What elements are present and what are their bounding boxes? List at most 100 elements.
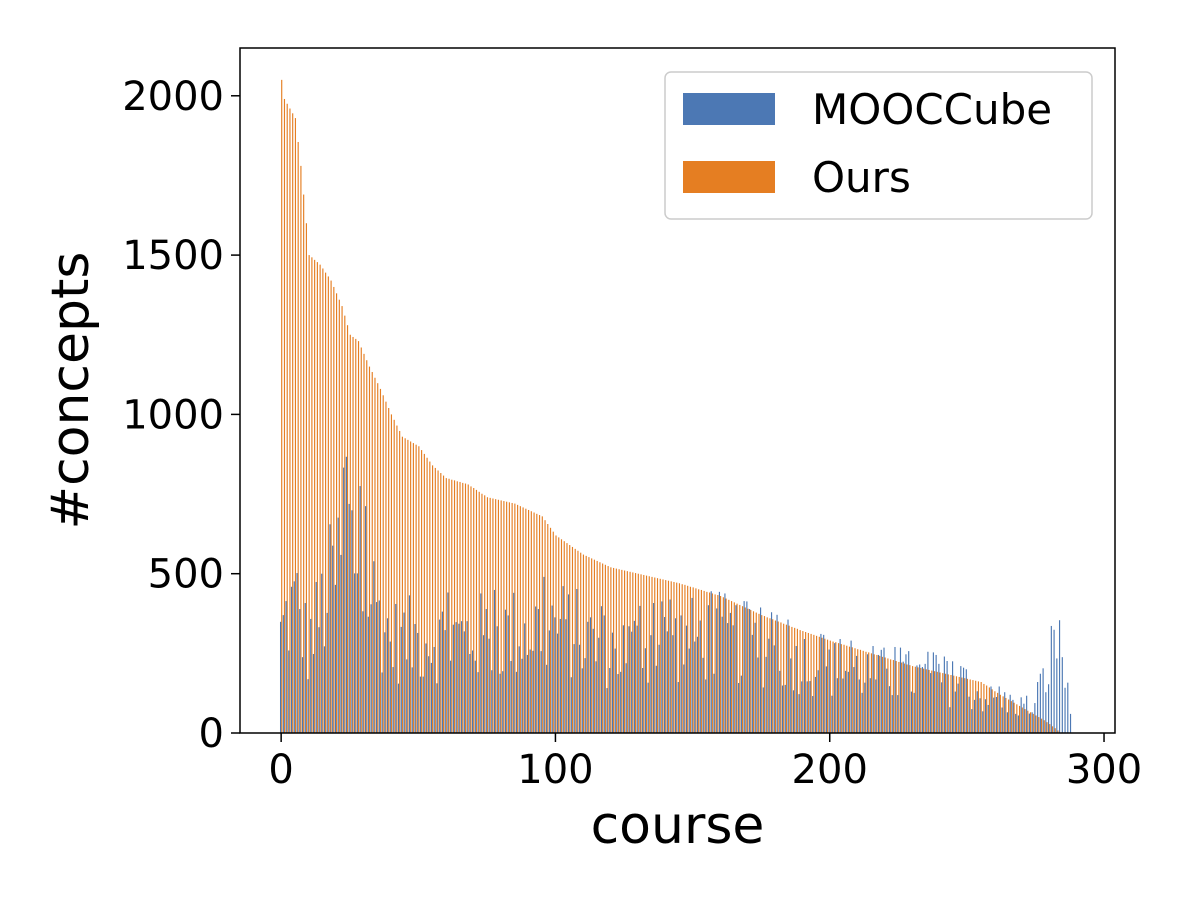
mooccube-bar [537, 609, 539, 733]
ours-bar [404, 438, 406, 733]
ours-bar [390, 414, 393, 733]
ours-bar [547, 524, 549, 733]
mooccube-bar [910, 691, 913, 733]
ours-bar [709, 592, 711, 733]
mooccube-bar [507, 615, 509, 733]
mooccube-bar [987, 704, 989, 733]
ours-bar [977, 681, 979, 733]
ours-bar [536, 513, 538, 733]
mooccube-bar [400, 626, 402, 733]
mooccube-bar [644, 648, 646, 733]
ours-bar [651, 576, 653, 733]
ours-bar [879, 655, 881, 733]
ours-bar [352, 336, 354, 733]
ours-bar [654, 577, 656, 733]
mooccube-bar [414, 624, 416, 733]
mooccube-bar [935, 654, 937, 733]
mooccube-bar [1058, 620, 1061, 733]
ours-bar [843, 644, 845, 733]
mooccube-bar [557, 633, 559, 733]
ours-bar [837, 643, 840, 733]
mooccube-bar [524, 623, 526, 733]
ours-bar [777, 621, 779, 733]
mooccube-bar [773, 645, 775, 733]
ours-bar [824, 638, 826, 733]
ours-bar [873, 654, 875, 733]
ours-bar [338, 299, 340, 733]
ours-bar [840, 644, 842, 733]
ours-bar [514, 503, 516, 733]
ours-bar [349, 334, 351, 733]
ours-bar [577, 550, 579, 733]
ours-bar [503, 501, 505, 733]
mooccube-bar [482, 635, 485, 733]
ours-bar [684, 584, 686, 733]
mooccube-bar [954, 691, 956, 733]
mooccube-bar [776, 614, 778, 733]
mooccube-bar [318, 627, 320, 733]
ours-bar [555, 535, 557, 733]
mooccube-bar [932, 652, 934, 733]
ours-bar [769, 618, 771, 733]
mooccube-bar [312, 653, 315, 733]
mooccube-bar [614, 648, 616, 733]
mooccube-bar [326, 612, 328, 733]
ours-bar [1019, 705, 1021, 733]
ours-bar [341, 306, 343, 733]
ours-bar [325, 272, 327, 733]
ours-bar [374, 377, 376, 733]
mooccube-bar [315, 581, 317, 733]
ours-bar [791, 626, 793, 733]
ours-bar [289, 108, 291, 733]
mooccube-bar [603, 615, 605, 733]
mooccube-bar [551, 605, 553, 733]
ours-bar [495, 499, 497, 733]
mooccube-bar [493, 589, 496, 733]
ours-bar [311, 257, 313, 733]
mooccube-bar [433, 646, 435, 733]
ours-bar [1008, 699, 1010, 733]
ours-bar [366, 360, 368, 733]
mooccube-bar [559, 618, 561, 733]
ours-bar [525, 508, 527, 733]
mooccube-bar [921, 667, 923, 733]
mooccube-bar [650, 635, 652, 733]
mooccube-bar [866, 654, 869, 733]
mooccube-bar [1023, 703, 1025, 733]
ours-bar [865, 651, 867, 733]
mooccube-bar [674, 618, 677, 733]
mooccube-bar [354, 573, 356, 733]
mooccube-bar [282, 615, 284, 733]
mooccube-bar [532, 650, 534, 733]
ours-bar [953, 675, 955, 733]
mooccube-bar [946, 661, 948, 733]
ours-bar [881, 656, 883, 733]
ours-bar [549, 527, 552, 733]
ours-bar [829, 640, 831, 733]
ours-bar [330, 280, 332, 733]
ours-bar [1013, 702, 1015, 733]
ours-bar [983, 683, 985, 733]
ours-bar [692, 587, 694, 733]
mooccube-bar [600, 606, 603, 733]
ours-bar [423, 453, 425, 733]
ours-bar [333, 286, 335, 733]
ours-bar [399, 430, 401, 733]
ours-bar [857, 649, 859, 733]
mooccube-bar [622, 625, 625, 733]
ours-bar [936, 671, 938, 733]
ours-bar [892, 660, 894, 733]
mooccube-bar [888, 686, 891, 733]
ours-bar [807, 632, 809, 733]
ours-bar [695, 588, 697, 733]
mooccube-bar [765, 656, 767, 733]
mooccube-bar [716, 608, 718, 733]
ours-bar [750, 610, 752, 733]
mooccube-bar [905, 654, 907, 733]
mooccube-bar [875, 679, 877, 733]
mooccube-bar [1037, 682, 1039, 733]
mooccube-bar [543, 576, 545, 733]
mooccube-bar [422, 676, 424, 733]
mooccube-bar [1028, 713, 1030, 733]
